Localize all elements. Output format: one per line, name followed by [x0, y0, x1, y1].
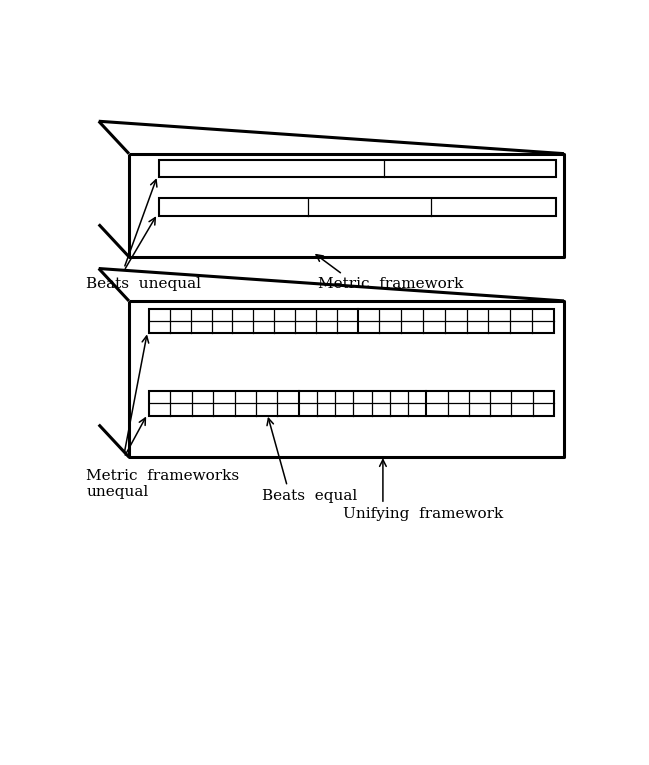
Text: Metric  frameworks
unequal: Metric frameworks unequal: [86, 469, 239, 499]
Bar: [149, 308, 554, 334]
Bar: [159, 160, 556, 177]
Text: Metric  framework: Metric framework: [317, 278, 463, 291]
Bar: [149, 391, 554, 416]
Text: Beats  unequal: Beats unequal: [86, 278, 201, 291]
Text: Unifying  framework: Unifying framework: [343, 507, 503, 521]
Bar: [159, 198, 556, 216]
Text: Beats  equal: Beats equal: [262, 490, 358, 503]
